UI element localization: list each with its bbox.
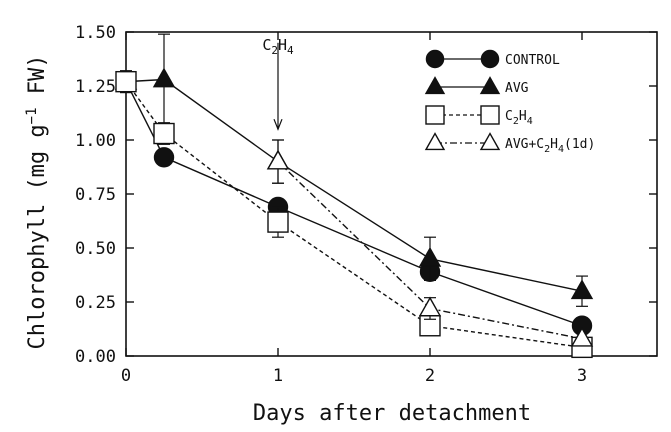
data-point (418, 296, 442, 317)
legend-label: CONTROL (505, 53, 560, 68)
y-tick-label: 0.75 (75, 185, 116, 205)
legend-label-sub: 2 (544, 144, 550, 155)
data-point (153, 122, 175, 145)
annotation-label-h: H (278, 36, 287, 54)
y-axis-title: Chlorophyll (mg g−1 FW) (24, 54, 50, 349)
data-point (570, 279, 594, 300)
annotation-label-sub1: 2 (271, 44, 278, 57)
data-point (418, 246, 442, 267)
y-axis-title-sup: −1 (24, 107, 40, 124)
plot-frame (125, 31, 658, 357)
legend-marker-left (425, 49, 445, 69)
annotation-arrow-head (273, 118, 283, 131)
data-point (570, 326, 594, 347)
axes (125, 31, 658, 357)
legend-label: C2H4 (505, 109, 533, 127)
annotation-label: C2H4 (262, 36, 294, 57)
data-point (115, 70, 137, 93)
legend-marker-right (479, 132, 501, 151)
annotation-label-sub2: 4 (287, 44, 294, 57)
annotation-label-c: C (262, 36, 271, 54)
legend-marker-right (480, 49, 500, 69)
legend-label: AVG+C2H4(1d) (505, 137, 595, 155)
legend-marker-left (424, 132, 446, 151)
data-point (267, 211, 289, 233)
legend-label-sub: 2 (513, 116, 519, 127)
legend-marker-left (425, 105, 445, 125)
series-line (125, 81, 583, 349)
legend-marker-right (480, 105, 500, 125)
series-1 (114, 33, 594, 307)
x-tick-label: 3 (577, 366, 587, 386)
legend-label-part: H (519, 109, 527, 124)
legend-marker-left (424, 76, 446, 95)
x-axis-title: Days after detachment (253, 401, 531, 426)
legend-item-3: AVG+C2H4(1d) (424, 132, 595, 155)
c2h4-annotation: C2H4 (262, 36, 294, 131)
y-tick-label: 1.50 (75, 23, 116, 43)
ticks: 0.00 0.25 0.50 0.75 1.00 1.25 1.50 0 1 2 3 (75, 23, 657, 386)
legend-item-2: C2H4 (425, 105, 533, 127)
legend-label: AVG (505, 81, 529, 96)
legend-label-sub: 4 (558, 144, 564, 155)
y-tick-label: 1.25 (75, 77, 116, 97)
series-2 (115, 70, 593, 359)
legend-item-0: CONTROL (425, 49, 560, 69)
x-tick-label: 1 (273, 366, 283, 386)
y-tick-label: 0.00 (75, 347, 116, 367)
x-tick-label: 0 (121, 366, 131, 386)
legend-label-part: H (550, 137, 558, 152)
legend-label-sub: 4 (527, 116, 533, 127)
y-axis-title-suffix: FW) (25, 54, 50, 107)
legend-label-part: AVG+C (505, 137, 544, 152)
series-layer (114, 33, 594, 359)
legend-label-part: (1d) (564, 137, 595, 152)
series-3 (266, 139, 594, 347)
x-tick-label: 2 (425, 366, 435, 386)
y-tick-label: 1.00 (75, 131, 116, 151)
legend-item-1: AVG (424, 76, 529, 96)
legend-marker-right (479, 76, 501, 95)
y-tick-label: 0.25 (75, 293, 116, 313)
data-point (266, 149, 290, 170)
series-line (125, 78, 583, 292)
y-axis-title-group: Chlorophyll (mg g−1 FW) (24, 54, 50, 349)
legend-label-part: C (505, 109, 513, 124)
y-tick-label: 0.50 (75, 239, 116, 259)
data-point (153, 147, 175, 168)
data-point (152, 67, 176, 88)
y-axis-title-main: Chlorophyll (mg g (25, 124, 50, 349)
